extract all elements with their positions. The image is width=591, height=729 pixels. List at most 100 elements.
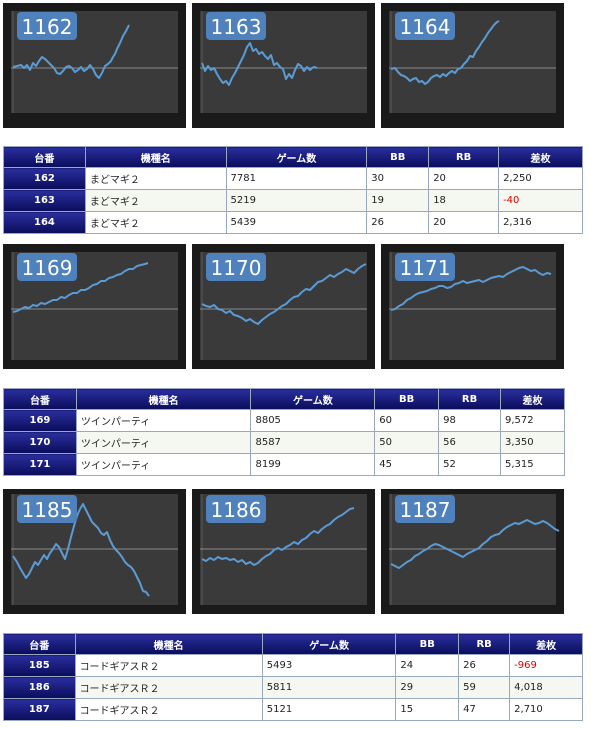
data-table-2: 台番 機種名 ゲーム数 BB RB 差枚 169 ツインパーティ 8805 60…: [3, 388, 565, 476]
row-machine-name: コードギアスＲ２: [74, 654, 263, 677]
chart-panel-1185: 1185: [3, 489, 186, 614]
header-machine-name: 機種名: [84, 146, 227, 168]
row-diff: 2,250: [498, 167, 583, 190]
payout-line: [390, 519, 560, 569]
row-diff: 4,018: [509, 676, 583, 699]
row-game-count: 8199: [250, 453, 376, 476]
header-machine-name: 機種名: [75, 388, 252, 410]
row-diff: 2,710: [509, 698, 583, 721]
row-rb: 18: [428, 189, 500, 212]
graph-1164: 1164: [389, 11, 556, 113]
machine-number-label: 1186: [211, 498, 262, 522]
table-row: 169 ツインパーティ 8805 60 98 9,572: [3, 409, 565, 432]
chart-panel-1170: 1170: [192, 244, 375, 369]
header-game-count: ゲーム数: [225, 146, 368, 168]
header-game-count: ゲーム数: [250, 388, 376, 410]
table-header-row: 台番 機種名 ゲーム数 BB RB 差枚: [3, 388, 565, 410]
payout-line: [12, 262, 149, 313]
payout-line: [201, 507, 355, 566]
chart-panel-1163: 1163: [192, 3, 375, 128]
machine-label-bg: [395, 495, 455, 523]
row-machine-no: 185: [3, 654, 76, 677]
graph-1171: 1171: [389, 252, 556, 360]
row-machine-name: まどマギ２: [84, 211, 227, 234]
chart-panel-1164: 1164: [381, 3, 564, 128]
data-table-1: 台番 機種名 ゲーム数 BB RB 差枚 162 まどマギ２ 7781 30 2…: [3, 146, 583, 234]
row-machine-name: コードギアスＲ２: [74, 698, 263, 721]
payout-line: [201, 263, 367, 325]
header-machine-no: 台番: [3, 633, 76, 655]
header-machine-name: 機種名: [74, 633, 263, 655]
machine-number-label: 1171: [400, 256, 451, 280]
data-table-3: 台番 機種名 ゲーム数 BB RB 差枚 185 コードギアスＲ２ 5493 2…: [3, 633, 583, 721]
graph-1187: 1187: [389, 494, 560, 605]
chart-panel-1169: 1169: [3, 244, 186, 369]
graph-1185: 1185: [11, 494, 178, 605]
graph-1170: 1170: [200, 252, 367, 360]
row-bb: 19: [366, 189, 430, 212]
machine-number-label: 1162: [22, 15, 73, 39]
table-row: 171 ツインパーティ 8199 45 52 5,315: [3, 453, 565, 476]
table-row: 164 まどマギ２ 5439 26 20 2,316: [3, 211, 583, 234]
header-rb: RB: [428, 146, 500, 168]
row-bb: 45: [374, 453, 440, 476]
table-row: 187 コードギアスＲ２ 5121 15 47 2,710: [3, 698, 583, 721]
row-bb: 15: [395, 698, 460, 721]
row-game-count: 5811: [261, 676, 397, 699]
row-rb: 26: [458, 654, 511, 677]
payout-line: [12, 24, 130, 79]
graph-1169: 1169: [11, 252, 178, 360]
table-header-row: 台番 機種名 ゲーム数 BB RB 差枚: [3, 146, 583, 168]
table-row: 186 コードギアスＲ２ 5811 29 59 4,018: [3, 676, 583, 699]
machine-number-label: 1185: [22, 498, 73, 522]
chart-panel-1162: 1162: [3, 3, 186, 128]
row-game-count: 5121: [261, 698, 397, 721]
header-diff: 差枚: [509, 633, 583, 655]
row-bb: 24: [395, 654, 460, 677]
graph-1163: 1163: [200, 11, 367, 113]
payout-line: [12, 503, 150, 597]
machine-number-label: 1169: [22, 256, 73, 280]
row-game-count: 5219: [225, 189, 368, 212]
row-machine-name: まどマギ２: [84, 189, 227, 212]
row-machine-no: 164: [3, 211, 86, 234]
row-bb: 29: [395, 676, 460, 699]
table-header-row: 台番 機種名 ゲーム数 BB RB 差枚: [3, 633, 583, 655]
header-diff: 差枚: [500, 388, 565, 410]
machine-number-label: 1163: [211, 15, 262, 39]
header-rb: RB: [458, 633, 511, 655]
row-bb: 30: [366, 167, 430, 190]
machine-label-bg: [395, 253, 455, 281]
row-machine-name: ツインパーティ: [75, 453, 252, 476]
row-rb: 52: [438, 453, 502, 476]
machine-label-bg: [206, 495, 266, 523]
row-game-count: 8805: [250, 409, 376, 432]
header-machine-no: 台番: [3, 388, 77, 410]
chart-panel-1186: 1186: [192, 489, 375, 614]
machine-label-bg: [206, 12, 266, 40]
machine-label-bg: [395, 12, 455, 40]
row-machine-no: 163: [3, 189, 86, 212]
row-rb: 56: [438, 431, 502, 454]
machine-number-label: 1164: [400, 15, 451, 39]
table-row: 185 コードギアスＲ２ 5493 24 26 -969: [3, 654, 583, 677]
row-bb: 50: [374, 431, 440, 454]
row-machine-name: ツインパーティ: [75, 431, 252, 454]
machine-label-bg: [17, 12, 77, 40]
row-rb: 20: [428, 211, 500, 234]
graph-1186: 1186: [200, 494, 367, 605]
machine-label-bg: [17, 253, 77, 281]
payout-line: [201, 42, 318, 86]
row-machine-no: 187: [3, 698, 76, 721]
row-machine-no: 171: [3, 453, 77, 476]
header-rb: RB: [438, 388, 502, 410]
header-bb: BB: [374, 388, 440, 410]
row-rb: 59: [458, 676, 511, 699]
graph-1162: 1162: [11, 11, 178, 113]
header-machine-no: 台番: [3, 146, 86, 168]
row-rb: 20: [428, 167, 500, 190]
machine-number-label: 1187: [400, 498, 451, 522]
row-machine-no: 169: [3, 409, 77, 432]
row-rb: 47: [458, 698, 511, 721]
row-machine-name: ツインパーティ: [75, 409, 252, 432]
